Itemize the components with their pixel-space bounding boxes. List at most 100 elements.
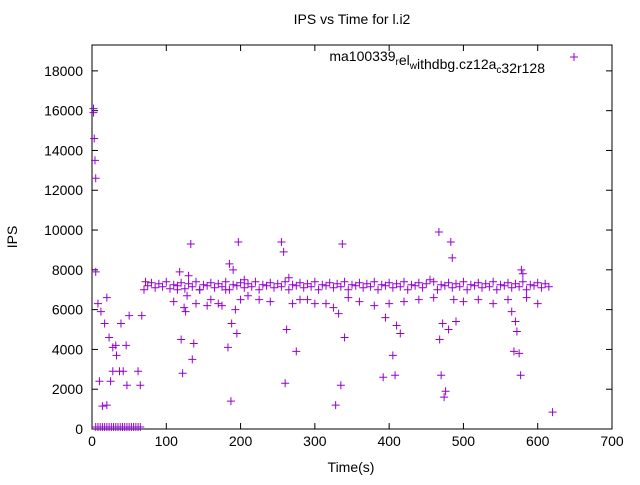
data-point [444,325,453,334]
data-point [91,174,100,183]
data-point [509,347,518,356]
data-point [284,285,293,294]
data-point [134,367,143,376]
data-point [325,278,334,287]
data-point [544,282,553,291]
data-point [407,280,416,289]
data-point [102,293,111,302]
data-point [459,277,468,286]
data-point [517,265,526,274]
data-point [173,285,182,294]
data-point [244,291,252,300]
data-point [459,297,468,306]
plot-border [91,44,613,430]
data-point [177,278,186,287]
x-tick-label: 100 [155,433,179,449]
x-tick-label: 500 [452,433,476,449]
y-tick-label: 4000 [52,341,83,357]
data-point [136,423,145,432]
y-tick-label: 14000 [44,142,83,158]
data-point [225,259,234,268]
data-point [537,283,546,292]
data-point [177,335,186,344]
data-point [379,373,388,382]
data-point [206,295,215,304]
data-point [396,329,405,338]
data-point [195,285,204,294]
data-point [277,282,286,291]
data-point [518,269,527,278]
data-point [140,285,148,294]
data-point [292,347,301,356]
data-point [282,325,291,334]
data-point [231,305,240,314]
data-point [251,277,260,286]
data-point [95,377,104,386]
legend-text-part: w [409,61,418,72]
legend: ma100339relwithdbg.cz12ac32r128 [329,48,578,76]
data-point [229,280,238,289]
data-point [184,271,193,280]
data-point [331,401,340,410]
data-point [122,381,131,390]
data-point [183,291,192,300]
data-point [329,303,338,312]
data-point [223,343,232,352]
data-point [414,278,423,287]
data-point [210,283,219,292]
data-point [355,297,364,306]
data-point [429,277,438,286]
data-point [515,282,524,291]
data-point [151,283,160,292]
data-point [106,377,115,386]
data-point [258,280,267,289]
data-point [119,367,128,376]
data-point [366,282,375,291]
x-tick-label: 0 [88,433,96,449]
data-point [466,280,475,289]
y-tick-label: 8000 [52,262,83,278]
y-tick-label: 0 [75,421,83,437]
data-point [281,379,290,388]
data-point [221,277,230,286]
data-point [310,299,319,308]
data-point [338,239,347,248]
data-point [533,299,542,308]
data-point [180,303,189,312]
data-point [449,295,458,304]
data-point [526,280,535,289]
data-point [266,278,275,287]
data-points [89,104,557,432]
data-point [178,369,187,378]
data-point [504,295,512,304]
data-point [318,280,327,289]
data-point [437,280,446,289]
data-point [492,285,501,294]
data-point [270,283,278,292]
x-tick-label: 600 [526,433,550,449]
data-point [344,285,353,294]
data-point [186,239,195,248]
legend-text-part: 32r128 [501,60,545,76]
data-point [522,285,531,294]
data-point [388,283,397,292]
data-point [370,277,379,286]
data-point [255,295,264,304]
data-point [116,319,125,328]
data-point [169,297,178,306]
data-point [136,381,145,390]
legend-plus-marker [570,53,578,61]
chart-title: IPS vs Time for l.i2 [294,11,411,27]
data-point [392,321,401,330]
data-point [266,297,275,306]
data-point [180,284,189,293]
data-point [162,277,171,286]
data-point [418,283,427,292]
data-point [422,279,431,288]
data-point [288,299,297,308]
data-point [100,319,109,328]
x-axis-label: Time(s) [328,459,375,475]
data-point [441,387,450,396]
data-point [296,295,304,304]
data-point [463,285,472,294]
